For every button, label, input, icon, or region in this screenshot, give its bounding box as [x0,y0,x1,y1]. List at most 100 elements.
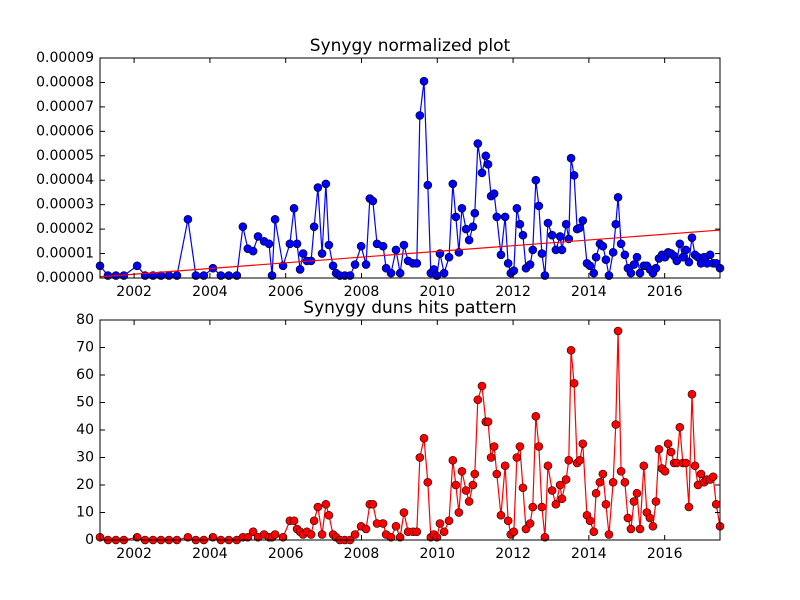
y-tick-label: 0.00009 [36,50,94,66]
marker [448,179,458,189]
marker [356,241,366,251]
marker [687,389,697,399]
marker [399,240,409,250]
marker [306,530,316,539]
marker [419,76,429,86]
marker [687,233,697,242]
marker [531,175,541,185]
marker [208,532,218,542]
marker [439,527,449,537]
x-tick-label: 2008 [344,546,380,562]
marker [626,268,636,278]
marker [608,248,618,257]
marker [531,411,541,421]
marker [595,477,605,487]
marker [611,219,621,229]
marker [566,153,576,163]
marker [470,469,480,479]
marker [278,532,288,542]
marker [684,257,694,267]
marker [620,250,630,260]
marker [483,160,493,169]
marker [473,395,483,405]
marker [298,249,308,258]
chart-title: Synygy normalized plot [310,36,511,56]
marker [368,196,378,206]
marker [589,268,599,278]
marker [386,532,396,542]
marker [639,461,649,471]
marker [399,508,409,517]
marker [503,516,513,526]
y-tick-label: 0.00001 [36,246,94,262]
marker [500,461,510,471]
marker [620,477,630,487]
marker [509,266,519,275]
marker [412,527,422,537]
y-tick-label: 60 [76,367,94,383]
marker [132,532,142,542]
marker [566,345,576,355]
marker [598,469,608,479]
marker [666,447,676,457]
marker [439,268,449,278]
marker [419,433,429,443]
marker [324,240,334,250]
marker [248,527,258,537]
x-tick-label: 2006 [268,284,304,300]
marker [708,472,718,482]
marker [321,179,331,189]
x-tick-label: 2004 [192,546,228,562]
marker [569,378,579,388]
x-tick-label: 2010 [419,546,455,562]
y-tick-label: 80 [76,312,94,328]
marker [660,466,670,476]
marker [681,245,691,255]
marker [561,475,571,484]
y-tick-label: 0.00005 [36,148,94,164]
marker [289,516,299,526]
marker [555,232,565,241]
marker [317,249,327,258]
marker [675,422,685,432]
x-tick-label: 2006 [268,546,304,562]
marker [613,193,623,202]
marker [461,486,471,495]
y-tick-label: 70 [76,340,94,356]
marker [611,420,621,429]
marker [525,519,535,528]
marker [309,516,319,526]
chart-title: Synygy duns hits pattern [303,298,516,318]
marker [289,204,299,213]
marker [481,151,491,161]
marker [632,488,642,498]
y-tick-label: 0 [85,532,94,548]
marker [537,249,547,258]
marker [423,180,433,190]
marker [285,239,295,249]
marker [654,444,664,454]
marker [540,532,550,542]
marker [412,259,422,268]
marker [629,260,639,269]
marker [632,252,642,262]
marker [626,524,636,534]
marker [391,521,401,531]
x-tick-label: 2016 [647,546,683,562]
marker [361,260,371,269]
marker [613,326,623,336]
plot-frame [99,57,721,279]
marker [324,510,334,520]
marker [500,212,510,222]
marker [635,524,645,534]
marker [489,189,499,198]
x-tick-label: 2012 [495,284,531,300]
marker [444,252,454,262]
y-tick-label: 0.00002 [36,221,94,237]
marker [601,255,611,264]
x-tick-label: 2012 [495,546,531,562]
marker [578,216,588,225]
y-tick-label: 0.00007 [36,99,94,115]
marker [585,516,595,526]
